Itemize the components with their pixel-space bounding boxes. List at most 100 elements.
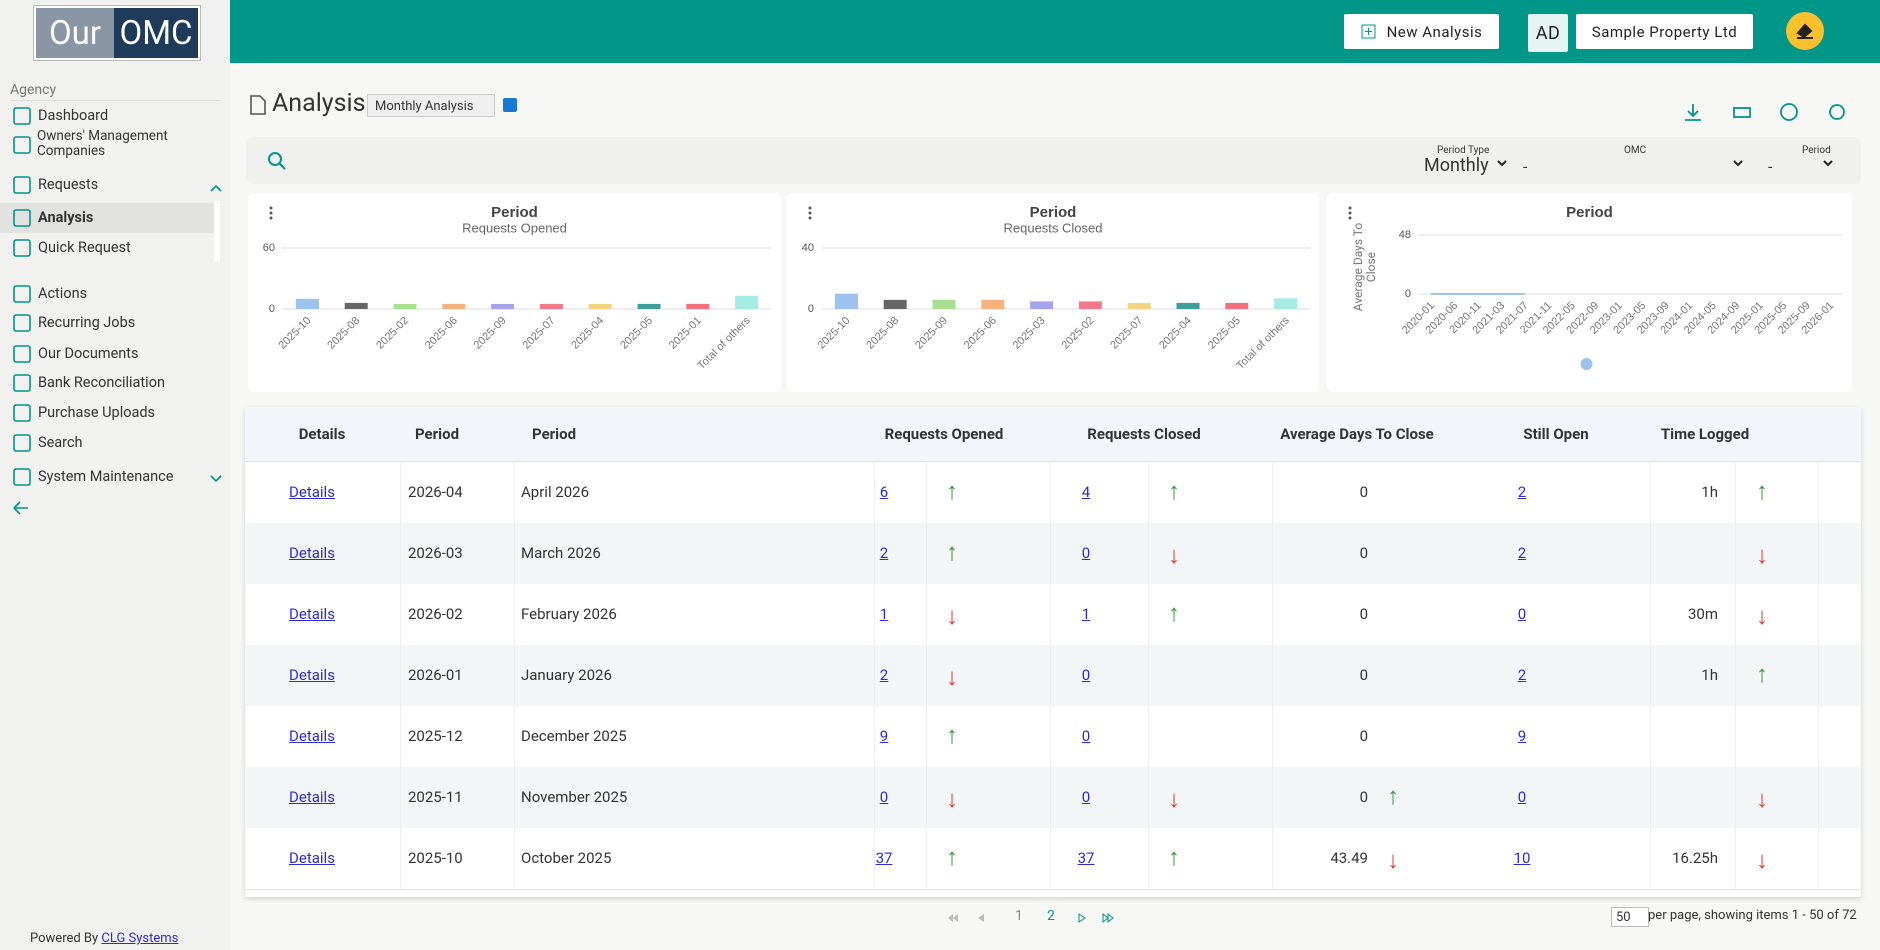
nav-item[interactable]: Actions: [38, 285, 88, 302]
x-tick-label: 2025-07: [520, 315, 557, 352]
nav-item[interactable]: Search: [38, 434, 83, 451]
cell-link[interactable]: 2: [879, 666, 889, 684]
menu-dot[interactable]: [808, 216, 812, 220]
menu-dot[interactable]: [1348, 211, 1352, 215]
cell-link[interactable]: Details: [289, 544, 335, 562]
cell-divider: [1650, 523, 1651, 584]
bar: [588, 303, 612, 309]
divider: [10, 100, 220, 101]
trend-arrow: ↑: [1756, 477, 1768, 505]
cell-link[interactable]: 4: [1081, 483, 1091, 501]
download-icon[interactable]: [1685, 104, 1701, 121]
cell-link[interactable]: 10: [1513, 849, 1531, 867]
cell-link[interactable]: Details: [289, 605, 335, 623]
nav-item[interactable]: Owners' Management Companies: [37, 128, 168, 159]
cell-link[interactable]: 0: [1081, 727, 1091, 745]
nav-item[interactable]: System Maintenance: [38, 468, 174, 485]
cell-link[interactable]: 0: [1517, 788, 1527, 806]
theme-button[interactable]: [1785, 11, 1825, 51]
cell-link[interactable]: 6: [879, 483, 889, 501]
menu-dot[interactable]: [269, 206, 273, 210]
nav-icon: [13, 468, 31, 486]
cell-link[interactable]: Details: [289, 788, 335, 806]
period-value: -: [1768, 157, 1773, 176]
property-button[interactable]: Sample Property Ltd: [1576, 14, 1753, 49]
trend-arrow: ↓: [946, 663, 958, 691]
settings-icon[interactable]: [1829, 104, 1845, 120]
cell-divider: [1050, 584, 1051, 645]
y-tick-label: 48: [1399, 229, 1411, 241]
legend-dot[interactable]: [1580, 358, 1593, 370]
cell-link[interactable]: 2: [1517, 544, 1527, 562]
bar: [637, 303, 661, 309]
cell-link[interactable]: 9: [879, 727, 889, 745]
cell-link[interactable]: 1: [879, 605, 889, 623]
cell-link[interactable]: 0: [879, 788, 889, 806]
select-arrows: [1497, 160, 1833, 167]
menu-dot[interactable]: [1348, 206, 1352, 210]
menu-dot[interactable]: [808, 206, 812, 210]
checkbox[interactable]: [503, 98, 517, 112]
chart-subtitle: Requests Opened: [462, 220, 567, 235]
cell-link[interactable]: 2: [1517, 483, 1527, 501]
icon-shape: [13, 314, 31, 332]
cell-divider: [1818, 584, 1819, 645]
nav-item[interactable]: Requests: [38, 176, 99, 193]
cell-link[interactable]: Details: [289, 666, 335, 684]
cell-link[interactable]: Details: [289, 483, 335, 501]
user-avatar[interactable]: AD: [1528, 14, 1568, 52]
nav-item[interactable]: Bank Reconciliation: [38, 374, 165, 391]
first-prev[interactable]: [948, 914, 984, 922]
new-analysis-button[interactable]: New Analysis: [1344, 14, 1499, 49]
cell-link[interactable]: 0: [1081, 544, 1091, 562]
cell-link[interactable]: 1: [1081, 605, 1091, 623]
x-tick-label: 2025-10: [815, 315, 852, 352]
history-icon[interactable]: [1780, 103, 1798, 121]
cell-divider: [1050, 828, 1051, 889]
x-tick-label: 2025-05: [1206, 315, 1243, 352]
cell-link[interactable]: 0: [1517, 605, 1527, 623]
cell-link[interactable]: 9: [1517, 727, 1527, 745]
cell-link[interactable]: 37: [1077, 849, 1095, 867]
nav-item[interactable]: Our Documents: [38, 345, 139, 362]
cell-divider: [514, 523, 515, 584]
search-icon[interactable]: [266, 150, 288, 172]
page-number[interactable]: 1: [1015, 908, 1023, 924]
bar: [344, 302, 368, 309]
nav-item[interactable]: Purchase Uploads: [38, 404, 156, 421]
x-tick-label: 2025-10: [276, 315, 313, 352]
per-page-select[interactable]: 50: [1611, 907, 1649, 927]
cell-divider: [874, 828, 875, 889]
print-icon[interactable]: [1733, 107, 1751, 118]
page-number[interactable]: 2: [1047, 908, 1055, 924]
chart-card: Period Requests Closed 0 40 2025-10 2025-08 20…: [787, 193, 1319, 392]
nav-item[interactable]: Dashboard: [38, 107, 109, 124]
icon-shape: [13, 107, 31, 125]
cell-divider: [1735, 706, 1736, 767]
cell-link[interactable]: 2: [1517, 666, 1527, 684]
cell-divider: [1818, 828, 1819, 889]
next-last[interactable]: [1078, 912, 1114, 924]
cell-divider: [400, 584, 401, 645]
menu-dot[interactable]: [808, 211, 812, 215]
view-select[interactable]: Monthly Analysis: [367, 94, 495, 117]
cell-link[interactable]: 2: [879, 544, 889, 562]
cell-link[interactable]: 37: [875, 849, 893, 867]
nav-item[interactable]: Quick Request: [38, 239, 131, 256]
period-type-select[interactable]: Monthly: [1424, 155, 1489, 176]
menu-dot[interactable]: [1348, 216, 1352, 220]
nav-item[interactable]: Analysis: [38, 209, 94, 226]
cell-divider: [1818, 523, 1819, 584]
menu-dot[interactable]: [269, 216, 273, 220]
footer-link[interactable]: CLG Systems: [101, 931, 179, 946]
logo[interactable]: Our OMC: [34, 6, 200, 60]
nav-item[interactable]: Recurring Jobs: [38, 314, 136, 331]
cell-link[interactable]: Details: [289, 849, 335, 867]
menu-dot[interactable]: [269, 211, 273, 215]
cell-link[interactable]: 0: [1081, 788, 1091, 806]
cell: November 2025: [521, 788, 628, 806]
bar: [883, 299, 907, 309]
nav-icon: [13, 314, 31, 332]
cell-link[interactable]: Details: [289, 727, 335, 745]
cell-link[interactable]: 0: [1081, 666, 1091, 684]
